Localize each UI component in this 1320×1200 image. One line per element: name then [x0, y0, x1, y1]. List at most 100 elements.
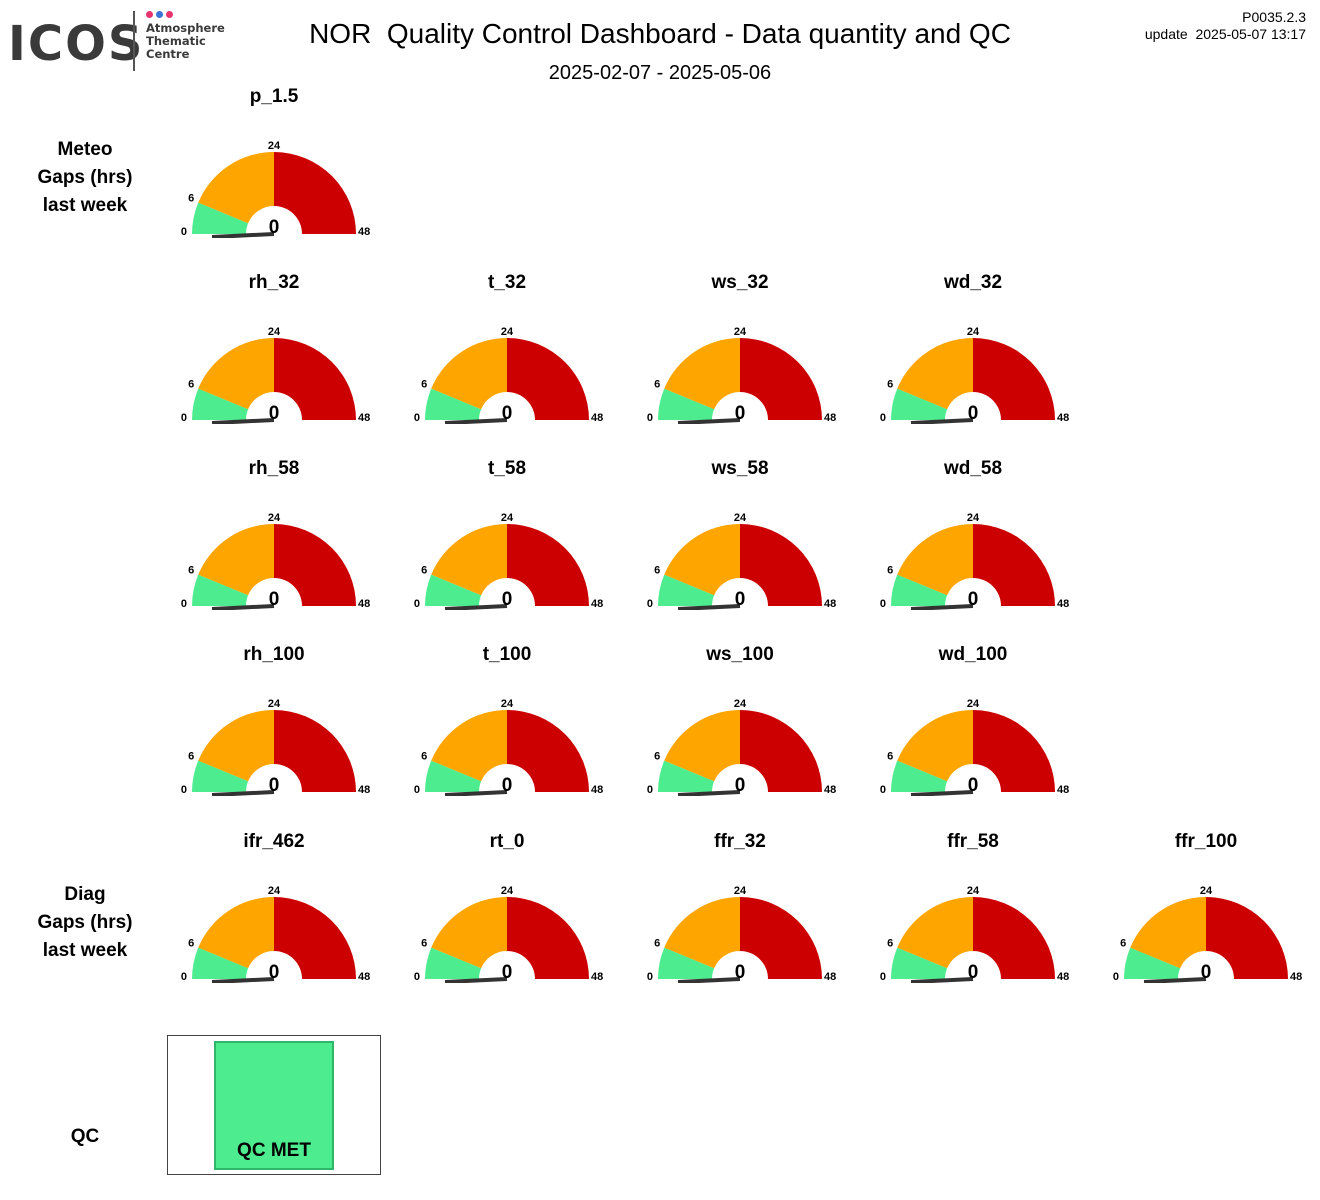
gauge-tick-label: 0 [181, 412, 187, 424]
gauge-rh-100: rh_100 24 6 0 48 0 [164, 644, 384, 796]
logo-subtitle: Atmosphere Thematic Centre [146, 22, 225, 61]
gauge-p-1-5: p_1.5 24 6 0 48 0 [164, 86, 384, 238]
gauge-tick-label: 24 [501, 885, 514, 897]
gauge-tick-label: 24 [268, 512, 281, 524]
gauge-zone-warn [431, 524, 507, 596]
gauge-wd-32: wd_32 24 6 0 48 0 [863, 272, 1083, 424]
row-label-meteo-line-3: last week [42, 195, 128, 216]
gauge-tick-label: 48 [591, 971, 603, 983]
gauge-value: 0 [735, 589, 746, 610]
gauge-tick-label: 24 [734, 698, 747, 710]
gauge-zone-bad [274, 710, 356, 792]
row-label-diag: Diag Gaps (hrs) last week [0, 881, 170, 965]
gauge-tick-label: 48 [824, 971, 836, 983]
gauge-zone-warn [198, 710, 274, 782]
gauge-title: rh_58 [248, 458, 300, 479]
row-label-diag-line-2: Gaps (hrs) [37, 912, 133, 933]
gauge-tick-label: 48 [1290, 971, 1302, 983]
gauge-tick-label: 48 [358, 971, 370, 983]
gauge-needle [910, 790, 974, 796]
page-title: NOR Quality Control Dashboard - Data qua… [309, 18, 1011, 49]
gauge-rh-58: rh_58 24 6 0 48 0 [164, 458, 384, 610]
gauge-zone-good [891, 760, 948, 792]
gauge-zone-bad [740, 897, 822, 979]
gauge-zone-bad [274, 152, 356, 234]
gauge-zone-bad [507, 338, 589, 420]
gauge-needle [910, 418, 974, 424]
gauge-value: 0 [968, 403, 979, 424]
gauge-value: 0 [968, 775, 979, 796]
gauge-zone-good [891, 574, 948, 606]
gauge-rh-32: rh_32 24 6 0 48 0 [164, 272, 384, 424]
gauge-zone-warn [431, 338, 507, 410]
gauge-needle [211, 977, 275, 983]
gauge-dial: 24 6 0 48 0 [880, 885, 1069, 983]
gauge-tick-label: 24 [268, 326, 281, 338]
gauge-value: 0 [269, 589, 280, 610]
gauge-zone-warn [897, 710, 973, 782]
gauge-tick-label: 6 [654, 379, 660, 391]
gauge-zone-good [891, 947, 948, 979]
logo-sub-line-2: Thematic [146, 34, 206, 48]
gauge-tick-label: 24 [1200, 885, 1213, 897]
gauge-zone-good [658, 574, 715, 606]
gauge-zone-bad [274, 897, 356, 979]
gauge-needle [444, 790, 508, 796]
gauge-tick-label: 48 [358, 412, 370, 424]
gauge-zone-bad [740, 524, 822, 606]
gauge-tick-label: 48 [1057, 971, 1069, 983]
gauge-rt-0: rt_0 24 6 0 48 0 [397, 831, 617, 983]
gauge-value: 0 [269, 217, 280, 238]
gauge-tick-label: 48 [591, 598, 603, 610]
gauge-tick-label: 6 [188, 938, 194, 950]
gauge-tick-label: 6 [887, 565, 893, 577]
gauge-zone-warn [198, 338, 274, 410]
gauge-tick-label: 6 [188, 193, 194, 205]
gauge-value: 0 [502, 775, 513, 796]
gauge-tick-label: 24 [268, 140, 281, 152]
gauge-tick-label: 6 [188, 379, 194, 391]
gauge-title: ws_100 [706, 644, 774, 665]
gauge-value: 0 [502, 403, 513, 424]
gauge-tick-label: 0 [647, 784, 653, 796]
gauge-tick-label: 48 [824, 784, 836, 796]
gauge-title: ffr_32 [714, 831, 766, 852]
qc-panel: QC MET [167, 1035, 381, 1175]
update-timestamp: update 2025-05-07 13:17 [1144, 26, 1306, 42]
gauge-zone-bad [973, 710, 1055, 792]
gauge-dial: 24 6 0 48 0 [880, 326, 1069, 424]
gauge-zone-good [425, 947, 482, 979]
row-label-meteo-line-2: Gaps (hrs) [37, 167, 133, 188]
gauge-tick-label: 48 [1057, 598, 1069, 610]
gauge-zone-bad [973, 338, 1055, 420]
gauge-title: wd_58 [943, 458, 1003, 479]
gauge-tick-label: 6 [1120, 938, 1126, 950]
gauge-t-58: t_58 24 6 0 48 0 [397, 458, 617, 610]
gauge-tick-label: 6 [654, 751, 660, 763]
logo-divider [133, 11, 135, 71]
gauge-zone-warn [1130, 897, 1206, 969]
gauge-zone-bad [274, 524, 356, 606]
gauge-tick-label: 24 [967, 326, 980, 338]
gauge-tick-label: 48 [591, 784, 603, 796]
gauge-dial: 24 6 0 48 0 [647, 698, 836, 796]
gauge-tick-label: 0 [880, 598, 886, 610]
gauge-needle [444, 418, 508, 424]
gauge-zone-good [1124, 947, 1181, 979]
row-label-diag-line-1: Diag [64, 884, 106, 905]
gauge-title: rt_0 [489, 831, 525, 852]
gauge-ffr-58: ffr_58 24 6 0 48 0 [863, 831, 1083, 983]
gauge-value: 0 [735, 403, 746, 424]
gauge-title: ffr_100 [1174, 831, 1238, 852]
gauge-zone-bad [740, 710, 822, 792]
qc-status-box: QC MET [214, 1041, 334, 1170]
gauge-zone-bad [507, 710, 589, 792]
gauge-tick-label: 0 [181, 784, 187, 796]
gauge-zone-bad [740, 338, 822, 420]
gauge-value: 0 [269, 775, 280, 796]
gauge-tick-label: 6 [188, 751, 194, 763]
gauge-title: t_58 [487, 458, 527, 479]
gauge-tick-label: 6 [421, 379, 427, 391]
gauge-title: ffr_58 [947, 831, 999, 852]
gauge-tick-label: 24 [501, 512, 514, 524]
